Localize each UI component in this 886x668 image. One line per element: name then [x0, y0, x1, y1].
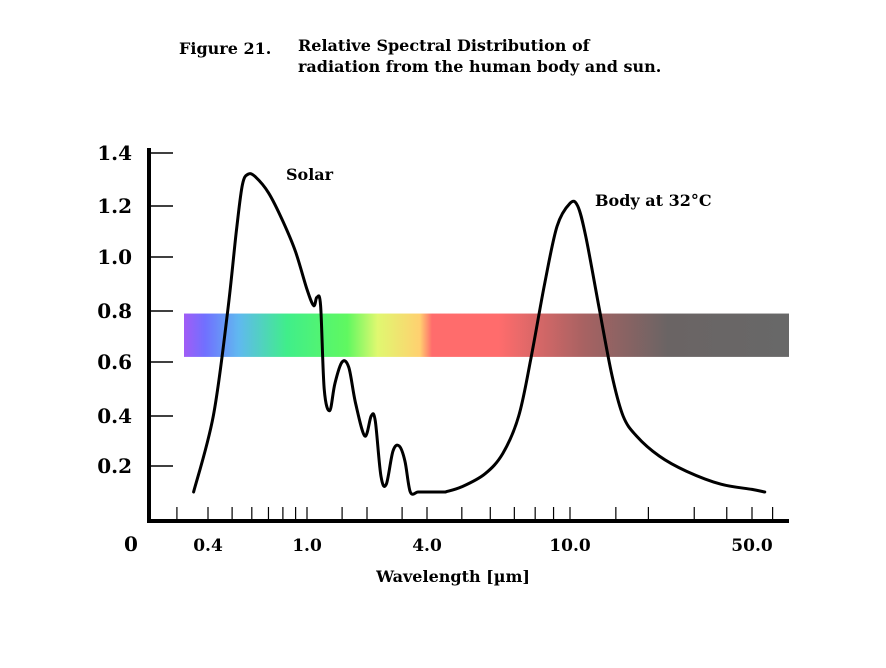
y-tick-label: 0.8 — [97, 299, 132, 323]
x-tick-label: 10.0 — [549, 536, 591, 556]
figure-caption-line-1: Relative Spectral Distribution of — [298, 36, 590, 55]
y-tick-label: 1.0 — [97, 245, 132, 269]
y-tick-label: 1.2 — [97, 194, 132, 218]
solar-curve — [192, 172, 447, 496]
body-annotation: Body at 32°C — [595, 191, 712, 210]
y-tick-label: 1.4 — [97, 141, 132, 165]
figure-label: Figure 21. — [179, 39, 272, 58]
x-tick-label: 4.0 — [412, 536, 442, 556]
origin-label: 0 — [124, 532, 138, 556]
y-tick-label: 0.4 — [97, 404, 132, 428]
figure-caption-line-2: radiation from the human body and sun. — [298, 57, 662, 76]
spectrum-band — [184, 313, 789, 357]
solar-annotation: Solar — [286, 165, 334, 184]
x-tick-label: 50.0 — [731, 536, 773, 556]
y-tick-label: 0.6 — [97, 350, 132, 374]
x-tick-label: 0.4 — [193, 536, 223, 556]
y-tick-label: 0.2 — [97, 454, 132, 478]
x-tick-label: 1.0 — [292, 536, 322, 556]
figure-caption: Relative Spectral Distribution of radiat… — [298, 35, 661, 77]
body-curve — [443, 199, 767, 494]
x-axis-label: Wavelength [µm] — [375, 567, 530, 586]
